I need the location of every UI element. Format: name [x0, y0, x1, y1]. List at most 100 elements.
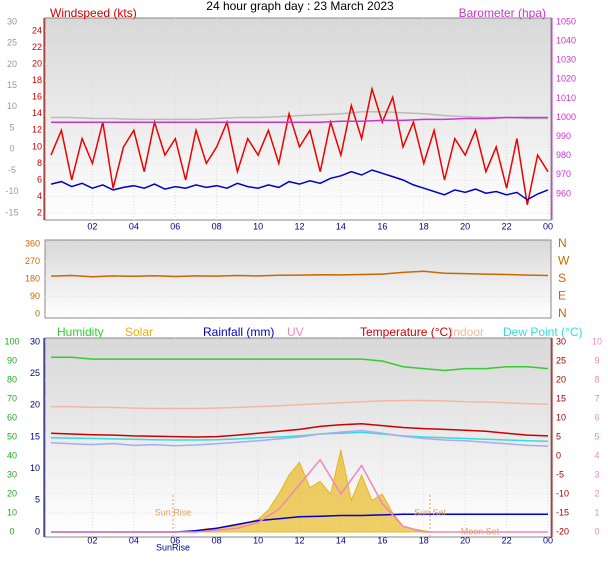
y-tick-label: 80: [7, 374, 17, 384]
y-tick-label: -5: [8, 165, 16, 175]
line: [51, 399, 549, 410]
x-tick-label: 18: [419, 221, 429, 231]
y-tick-label: 15: [7, 80, 17, 90]
y-tick-label: 25: [30, 368, 40, 378]
y-tick-label: 0: [594, 526, 599, 536]
legend-entry: Temperature (°C): [360, 325, 452, 339]
y-tick-label: 5: [9, 122, 14, 132]
annotation: Sun Rise: [155, 507, 192, 517]
x-tick-label: 14: [336, 221, 346, 231]
y-tick-label: N: [558, 236, 567, 250]
y-tick-label: 10: [30, 463, 40, 473]
x-tick-label: 02: [87, 535, 97, 545]
x-tick-label: 20: [460, 221, 470, 231]
y-tick-label: 30: [30, 336, 40, 346]
line: [50, 169, 549, 201]
x-tick-label: 22: [502, 221, 512, 231]
y-tick-label: 50: [7, 431, 17, 441]
legend-entry: Humidity: [57, 325, 104, 339]
y-tick-label: 20: [7, 488, 17, 498]
y-tick-label: 1050: [556, 16, 576, 26]
y-tick-label: 10: [7, 507, 17, 517]
y-tick-label: 0: [35, 308, 40, 318]
y-tick-label: 180: [25, 273, 40, 283]
line: [50, 431, 549, 442]
y-tick-label: 0: [35, 526, 40, 536]
y-tick-label: 2: [594, 488, 599, 498]
x-tick-label: 06: [170, 535, 180, 545]
x-tick-label: 16: [377, 535, 387, 545]
y-tick-label: 90: [30, 291, 40, 301]
y-tick-label: -10: [556, 488, 569, 498]
y-tick-label: 25: [7, 38, 17, 48]
y-tick-label: 7: [594, 393, 599, 403]
y-tick-label: 16: [32, 92, 42, 102]
y-tick-label: 24: [32, 25, 42, 35]
y-tick-label: 5: [594, 431, 599, 441]
y-tick-label: 1020: [556, 74, 576, 84]
x-tick-label: 06: [170, 221, 180, 231]
y-tick-label: -15: [556, 507, 569, 517]
x-tick-label: 14: [336, 535, 346, 545]
y-tick-label: 20: [32, 59, 42, 69]
y-tick-label: 6: [37, 174, 42, 184]
y-tick-label: 970: [556, 169, 571, 179]
y-tick-label: 360: [25, 238, 40, 248]
y-tick-label: 30: [7, 16, 17, 26]
y-tick-label: 960: [556, 188, 571, 198]
y-tick-label: S: [558, 271, 566, 285]
x-tick-label: 18: [419, 535, 429, 545]
y-tick-label: 22: [32, 42, 42, 52]
legend-entry: Indoor: [450, 325, 484, 339]
y-tick-label: 8: [594, 374, 599, 384]
y-tick-label: -15: [5, 207, 18, 217]
y-tick-label: E: [558, 289, 566, 303]
y-tick-label: 1040: [556, 35, 576, 45]
y-tick-label: 40: [7, 450, 17, 460]
y-tick-label: W: [558, 254, 570, 268]
y-tick-label: 15: [556, 393, 566, 403]
line: [51, 111, 548, 121]
y-tick-label: 10: [556, 412, 566, 422]
y-tick-label: 0: [9, 526, 14, 536]
y-tick-label: 10: [7, 101, 17, 111]
legend-entry: Solar: [125, 325, 153, 339]
y-tick-label: 30: [7, 469, 17, 479]
y-tick-label: 12: [32, 125, 42, 135]
y-tick-label: 270: [25, 256, 40, 266]
y-tick-label: 10: [32, 141, 42, 151]
y-tick-label: 4: [37, 191, 42, 201]
y-tick-label: -10: [5, 186, 18, 196]
y-tick-label: 70: [7, 393, 17, 403]
x-tick-label: 04: [129, 535, 139, 545]
y-tick-label: 9: [594, 355, 599, 365]
y-tick-label: 5: [35, 495, 40, 505]
y-tick-label: N: [558, 306, 567, 320]
y-tick-label: 1: [594, 507, 599, 517]
annotation: Moon Set: [461, 526, 500, 536]
x-tick-label: 12: [294, 535, 304, 545]
y-tick-label: -20: [556, 526, 569, 536]
line: [51, 458, 548, 533]
y-tick-label: 25: [556, 355, 566, 365]
y2-axis-label: Barometer (hpa): [459, 6, 546, 20]
y-tick-label: 2: [37, 207, 42, 217]
y-tick-label: 990: [556, 131, 571, 141]
y-tick-label: 6: [594, 412, 599, 422]
y-tick-label: 14: [32, 108, 42, 118]
y-tick-label: 15: [30, 431, 40, 441]
y-tick-label: 100: [4, 336, 19, 346]
y-tick-label: 980: [556, 150, 571, 160]
y-tick-label: 10: [592, 336, 602, 346]
y-tick-label: 3: [594, 469, 599, 479]
chart-title: 24 hour graph day : 23 March 2023: [206, 0, 394, 13]
y-tick-label: 60: [7, 412, 17, 422]
line: [51, 356, 549, 372]
legend-entry: Dew Point (°C): [503, 325, 582, 339]
line: [50, 429, 549, 447]
line: [50, 86, 549, 205]
annotation: Sun Set: [414, 507, 447, 517]
y-tick-label: 1030: [556, 55, 576, 65]
x-tick-label: 00: [543, 221, 553, 231]
